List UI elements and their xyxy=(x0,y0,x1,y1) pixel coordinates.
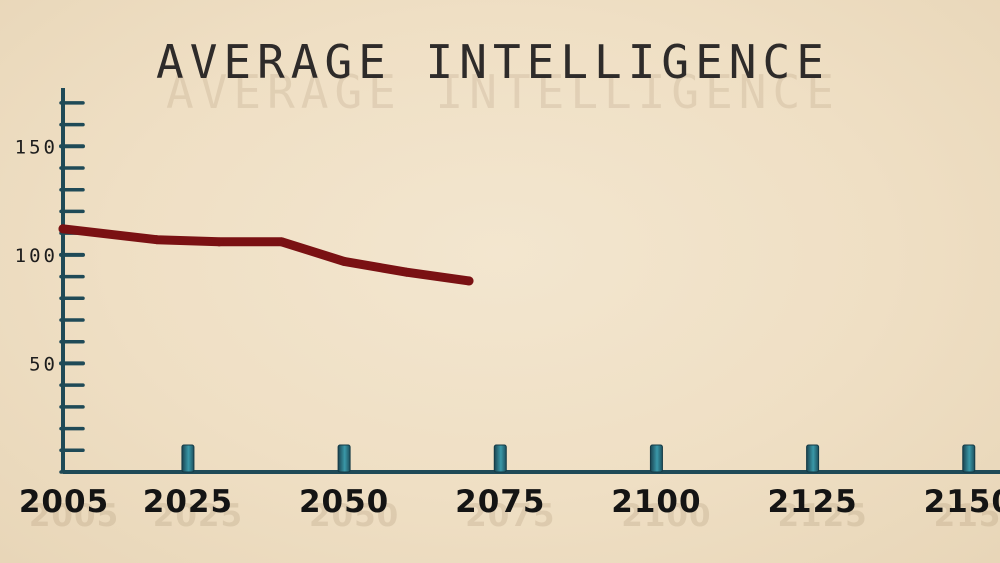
axes-group xyxy=(59,88,1000,474)
chart-title-shadow: AVERAGE INTELLIGENCE xyxy=(166,65,840,119)
y-tick-label: 150 xyxy=(15,136,58,158)
x-tick-label: 2075 xyxy=(455,484,545,520)
x-tick-label-shadow: 2075 xyxy=(465,498,555,534)
x-tick-label: 2050 xyxy=(299,484,389,520)
data-point xyxy=(339,256,349,266)
x-tick-label: 2025 xyxy=(143,484,233,520)
data-point xyxy=(152,235,162,245)
x-tick-mark xyxy=(337,444,351,473)
x-tick-label: 2125 xyxy=(767,484,857,520)
chart-title: AVERAGE INTELLIGENCE xyxy=(156,35,830,89)
x-tick-label: 2005 xyxy=(19,484,109,520)
x-tick-label: 2100 xyxy=(611,484,701,520)
data-point xyxy=(464,276,474,286)
y-tick-label: 50 xyxy=(29,353,58,375)
x-tick-label-shadow: 2125 xyxy=(777,498,867,534)
data-point xyxy=(214,237,224,247)
x-tick-mark xyxy=(493,444,507,473)
y-tick-label: 100 xyxy=(15,245,58,267)
x-tick-mark xyxy=(649,444,663,473)
data-point xyxy=(277,237,287,247)
series-group xyxy=(58,224,474,286)
x-tick-mark xyxy=(806,444,820,473)
x-tick-mark xyxy=(962,444,976,473)
title-group: AVERAGE INTELLIGENCE AVERAGE INTELLIGENC… xyxy=(156,35,840,119)
x-tick-label-shadow: 2025 xyxy=(153,498,243,534)
x-tick-label-shadow: 2100 xyxy=(621,498,711,534)
data-point xyxy=(58,224,68,234)
x-tick-label-shadow: 2050 xyxy=(309,498,399,534)
x-tick-label: 2150 xyxy=(924,484,1000,520)
data-point xyxy=(402,267,412,277)
x-tick-mark xyxy=(181,444,195,473)
x-tick-label-shadow: 2150 xyxy=(934,498,1000,534)
x-tick-label-shadow: 2005 xyxy=(29,498,119,534)
